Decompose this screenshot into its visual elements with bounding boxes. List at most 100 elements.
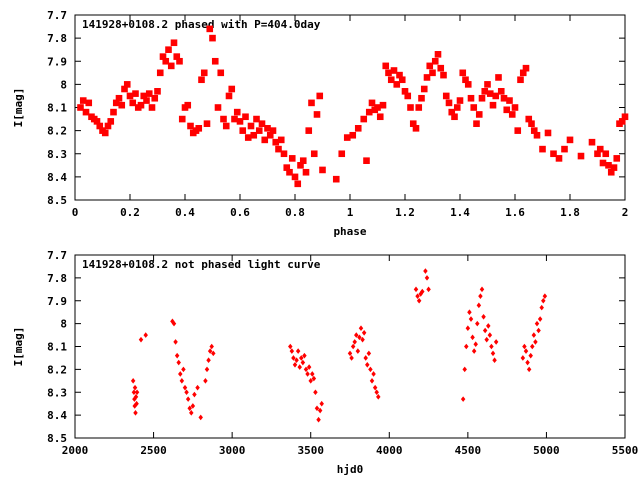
data-point — [486, 323, 491, 329]
data-point — [214, 104, 222, 111]
data-point — [487, 332, 493, 338]
x-tick-label: 0 — [72, 206, 79, 219]
data-point — [451, 113, 458, 121]
x-tick-label: 2 — [622, 206, 629, 219]
data-point — [376, 113, 384, 121]
data-point — [239, 127, 247, 134]
data-point — [409, 120, 417, 127]
data-point — [349, 131, 357, 139]
data-point — [372, 384, 378, 391]
data-point — [179, 378, 185, 384]
data-point — [310, 150, 318, 158]
data-point — [493, 339, 499, 345]
data-point — [148, 104, 156, 111]
data-point — [497, 88, 505, 95]
x-tick-label: 2000 — [62, 444, 89, 457]
data-point — [173, 53, 181, 60]
data-point — [379, 101, 387, 109]
data-point — [280, 150, 288, 158]
data-point — [131, 389, 137, 396]
data-point — [138, 336, 144, 343]
data-point — [448, 108, 456, 116]
data-point — [145, 90, 153, 97]
x-tick-label: 3000 — [219, 444, 246, 457]
data-point — [484, 336, 489, 343]
data-point — [368, 99, 376, 107]
chart-title: 141928+0108.2 phased with P=404.0day — [82, 18, 321, 31]
y-tick-label: 7.7 — [47, 9, 67, 22]
data-point — [495, 74, 502, 81]
data-point — [118, 101, 126, 109]
plot-frame — [74, 14, 626, 201]
data-point — [401, 88, 409, 95]
data-point — [295, 348, 301, 354]
data-point — [613, 155, 621, 162]
data-point — [464, 343, 469, 350]
data-point — [610, 164, 618, 171]
data-point — [77, 104, 84, 111]
data-point — [225, 92, 233, 100]
data-point — [470, 334, 475, 341]
data-point — [481, 313, 486, 320]
data-point — [467, 309, 472, 315]
data-point — [387, 76, 395, 84]
data-point — [390, 67, 398, 74]
data-point — [314, 405, 320, 412]
data-point — [566, 136, 574, 144]
data-point — [319, 166, 326, 174]
data-point — [473, 120, 480, 127]
data-point — [244, 134, 252, 141]
data-point — [220, 115, 227, 123]
data-point — [536, 327, 541, 334]
data-point — [541, 297, 546, 304]
x-tick-label: 0.4 — [175, 206, 195, 219]
data-point — [471, 348, 477, 354]
x-tick-label: 1 — [347, 206, 354, 219]
data-point — [534, 320, 540, 327]
data-point — [305, 371, 310, 377]
data-point — [355, 348, 361, 354]
data-point — [347, 350, 353, 357]
data-point — [137, 101, 145, 109]
data-point — [424, 275, 430, 281]
data-point — [299, 157, 307, 164]
data-point — [537, 316, 543, 322]
y-tick-label: 7.8 — [47, 272, 67, 285]
data-point — [528, 120, 535, 127]
data-point — [302, 352, 307, 359]
data-point — [434, 51, 442, 58]
data-point — [288, 155, 296, 162]
data-point — [181, 366, 186, 373]
x-tick-label: 0.8 — [285, 206, 305, 219]
x-tick-label: 4500 — [455, 444, 482, 457]
data-point — [602, 150, 610, 158]
x-tick-label: 4000 — [376, 444, 403, 457]
data-point — [233, 108, 241, 116]
data-point — [415, 293, 420, 299]
data-point — [503, 106, 511, 114]
data-point — [437, 64, 445, 72]
y-tick-label: 7.7 — [47, 249, 67, 262]
data-point — [420, 85, 428, 93]
data-point — [350, 343, 356, 350]
data-point — [316, 416, 321, 423]
x-tick-label: 0.2 — [120, 206, 140, 219]
data-point — [190, 403, 196, 409]
data-point — [525, 359, 530, 366]
data-point — [187, 122, 194, 130]
data-point — [300, 359, 306, 366]
data-point — [416, 297, 422, 304]
data-point — [407, 104, 414, 111]
data-point — [363, 157, 370, 164]
data-point — [302, 168, 310, 176]
data-point — [198, 76, 205, 84]
data-point — [528, 352, 533, 359]
y-tick-label: 7.8 — [47, 32, 67, 45]
data-point — [297, 364, 302, 370]
x-tick-label: 1.8 — [560, 206, 580, 219]
data-point — [319, 400, 324, 407]
data-point — [204, 366, 210, 373]
data-point — [605, 162, 612, 169]
data-point — [508, 111, 516, 118]
